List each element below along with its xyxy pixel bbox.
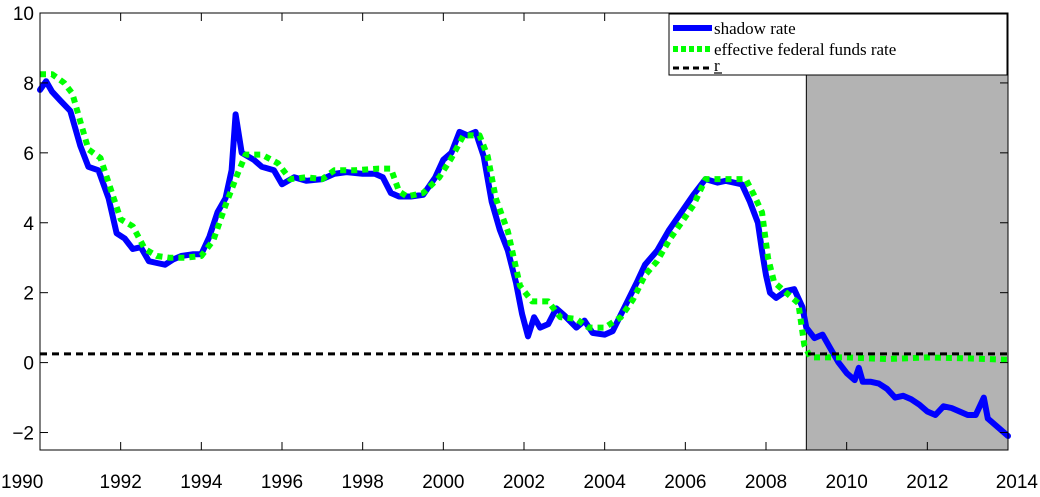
x-tick-label: 2014 [996, 472, 1039, 493]
legend-label-r: r [714, 56, 720, 75]
shaded-region [806, 13, 1008, 450]
series-line-shadow-rate [37, 78, 1011, 439]
legend-label-effective-federal-funds-rate: effective federal funds rate [714, 40, 896, 59]
x-tick-label: 1996 [261, 472, 303, 493]
series-line-effective-federal-funds-rate [40, 71, 1009, 363]
x-tick-label: 1998 [342, 472, 384, 493]
series-layer [37, 71, 1011, 439]
x-tick-label: 2000 [422, 472, 464, 493]
x-tick-label: 2006 [664, 472, 706, 493]
x-tick-label: 1994 [180, 472, 223, 493]
y-tick-label: 0 [23, 354, 34, 375]
x-tick-label: 1992 [100, 472, 142, 493]
x-tick-label: 1990 [1, 472, 43, 493]
y-tick-label: 2 [23, 284, 34, 305]
x-tick-label: 2008 [745, 472, 787, 493]
ticks-layer: 1990 1992 1994 1996 1998 2000 2002 2004 2006 2008… [1, 4, 1038, 493]
legend-label-shadow-rate: shadow rate [714, 19, 796, 38]
x-tick-label: 2004 [584, 472, 627, 493]
y-tick-label: 10 [13, 4, 34, 25]
x-tick-label: 2012 [906, 472, 948, 493]
plot-frame [39, 12, 1009, 451]
x-tick-label: 2010 [826, 472, 868, 493]
y-tick-label: 6 [23, 144, 34, 165]
legend: shadow rate effective federal funds rate… [668, 13, 1008, 76]
y-tick-label: 4 [23, 214, 34, 235]
legend-box [668, 13, 1008, 76]
x-tick-label: 2002 [503, 472, 545, 493]
y-tick-label: 8 [23, 74, 34, 95]
y-tick-label: −2 [12, 424, 34, 445]
